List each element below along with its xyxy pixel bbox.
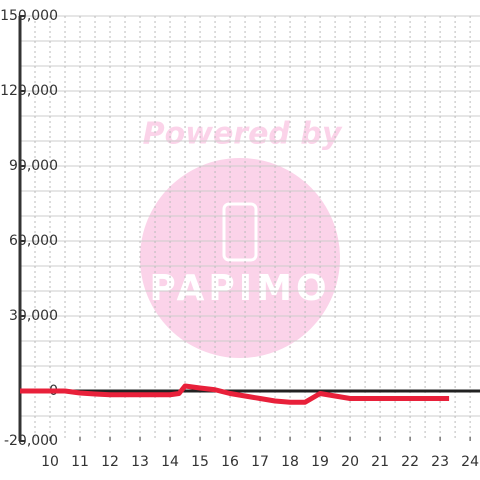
- x-tick-label: 15: [191, 454, 209, 470]
- x-tick-label: 11: [71, 454, 89, 470]
- y-tick-label: 60,000: [9, 233, 58, 249]
- watermark-phone: [222, 202, 258, 262]
- plot: [20, 383, 450, 405]
- x-tick-label: 16: [221, 454, 239, 470]
- watermark-logo: PAPIMO: [149, 268, 330, 309]
- grid: -20,000030,00060,00090,000120,000150,000…: [0, 8, 480, 470]
- x-tick-label: 23: [431, 454, 449, 470]
- watermark-circle: [140, 158, 340, 358]
- x-tick-label: 19: [311, 454, 329, 470]
- y-tick-label: -20,000: [4, 433, 58, 449]
- x-tick-label: 14: [161, 454, 179, 470]
- x-tick-label: 18: [281, 454, 299, 470]
- watermark: PAPIMO Powered by: [140, 117, 343, 358]
- x-tick-label: 13: [131, 454, 149, 470]
- y-tick-label: 150,000: [0, 8, 58, 24]
- x-tick-label: 17: [251, 454, 269, 470]
- x-tick-label: 20: [341, 454, 359, 470]
- x-tick-label: 10: [41, 454, 59, 470]
- watermark-title: Powered by: [143, 117, 343, 152]
- y-tick-label: 30,000: [9, 308, 58, 324]
- x-tick-label: 24: [461, 454, 479, 470]
- x-tick-label: 21: [371, 454, 389, 470]
- y-tick-label: 90,000: [9, 158, 58, 174]
- x-tick-label: 22: [401, 454, 419, 470]
- x-tick-label: 12: [101, 454, 119, 470]
- y-tick-label: 120,000: [0, 83, 58, 99]
- line-series: [20, 383, 450, 405]
